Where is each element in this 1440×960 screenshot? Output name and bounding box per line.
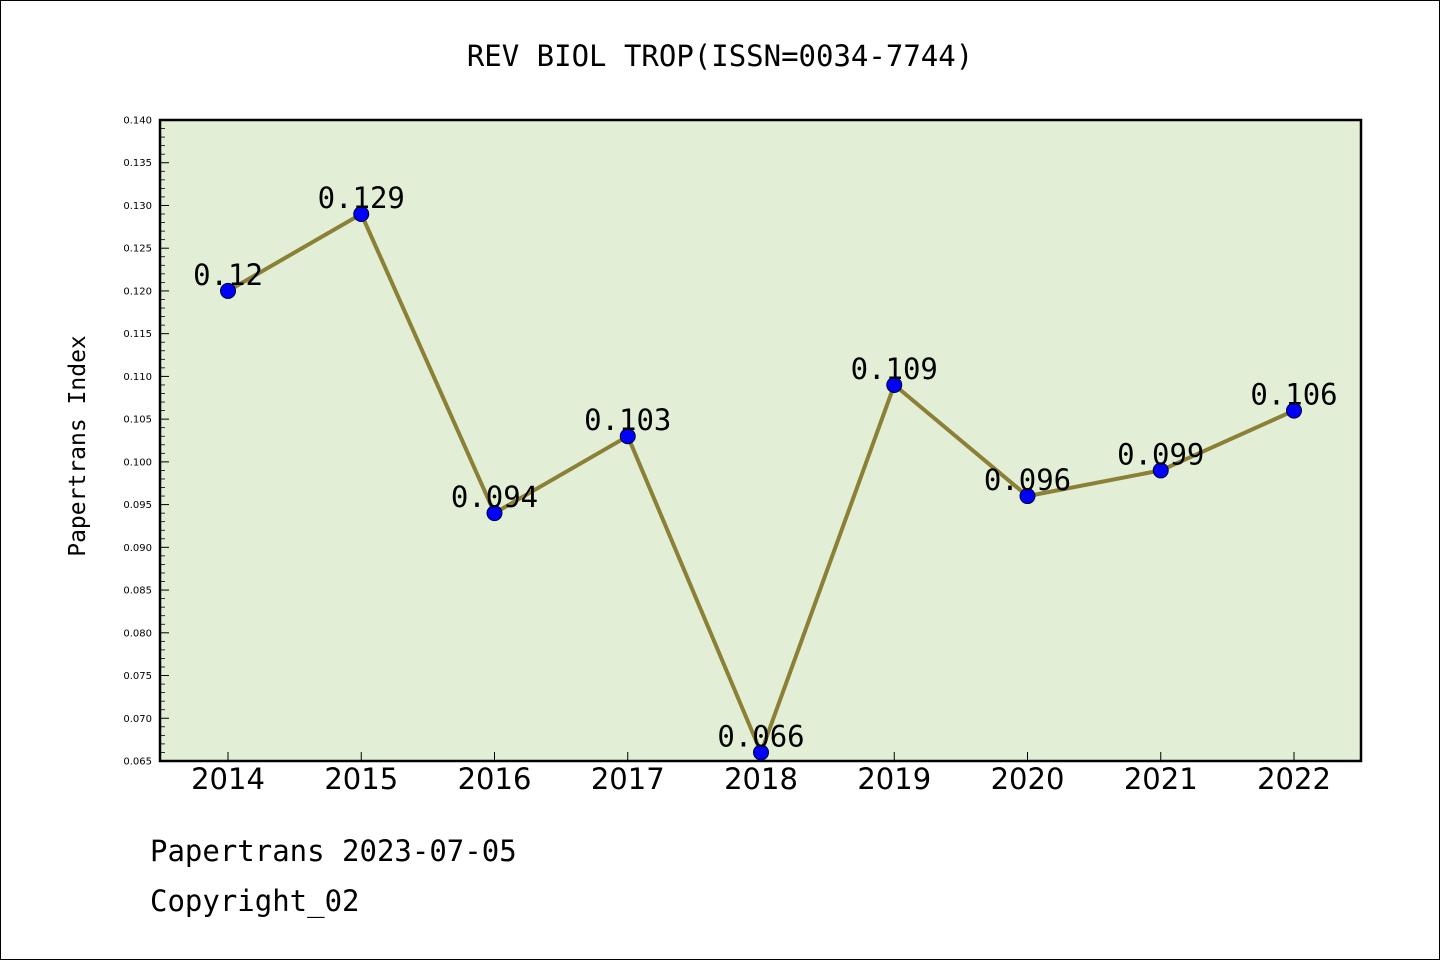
data-label: 0.129 <box>318 181 405 215</box>
plot-area <box>160 120 1361 761</box>
data-point <box>1152 462 1169 479</box>
data-label: 0.096 <box>984 463 1071 497</box>
data-point <box>486 505 503 522</box>
plot-border <box>158 118 1363 763</box>
y-tick-label: 0.135 <box>123 158 152 169</box>
y-tick-label: 0.105 <box>123 415 152 426</box>
y-tick-label: 0.130 <box>123 201 152 212</box>
data-point <box>353 206 370 223</box>
data-point <box>619 428 636 445</box>
data-label: 0.12 <box>193 258 263 292</box>
data-label: 0.066 <box>717 719 804 753</box>
x-tick-label: 2015 <box>324 762 398 796</box>
y-tick-label: 0.115 <box>123 329 152 340</box>
data-point <box>1019 488 1036 505</box>
data-label: 0.094 <box>451 480 538 514</box>
footer-date: Papertrans 2023-07-05 <box>150 834 517 868</box>
series-layer <box>220 206 1302 761</box>
y-tick-label: 0.100 <box>123 457 152 468</box>
y-tick-label: 0.120 <box>123 286 152 297</box>
data-point <box>1286 402 1302 419</box>
data-label-layer: 0.12 0.129 0.094 0.103 0.066 0.109 0.096 0.099 0… <box>193 181 1338 753</box>
y-tick-label: 0.080 <box>123 628 152 639</box>
y-tick-label: 0.070 <box>123 714 152 725</box>
x-axis: 2014 2015 2016 2017 2018 2019 2020 2021 2022 <box>191 752 1331 796</box>
y-tick-label: 0.125 <box>123 244 152 255</box>
x-tick-label: 2022 <box>1257 762 1331 796</box>
x-tick-label: 2020 <box>991 762 1065 796</box>
data-label: 0.103 <box>584 403 671 437</box>
y-tick-label: 0.090 <box>123 543 152 554</box>
x-tick-label: 2017 <box>591 762 665 796</box>
data-label: 0.106 <box>1250 378 1337 412</box>
x-tick-label: 2014 <box>191 762 265 796</box>
y-tick-label: 0.065 <box>123 757 152 768</box>
y-axis: 0.065 0.070 0.075 0.080 0.085 0.090 0.095 0.100… <box>123 116 169 768</box>
y-tick-label: 0.085 <box>123 586 152 597</box>
x-tick-label: 2018 <box>724 762 798 796</box>
data-point <box>886 376 903 393</box>
y-axis-label: Papertrans Index <box>65 335 91 557</box>
data-label: 0.109 <box>851 352 938 386</box>
chart-title: REV BIOL TROP(ISSN=0034-7744) <box>467 39 973 73</box>
x-tick-label: 2021 <box>1124 762 1198 796</box>
y-tick-label: 0.095 <box>123 500 152 511</box>
y-tick-label: 0.075 <box>123 671 152 682</box>
data-point <box>220 282 236 299</box>
y-tick-label: 0.140 <box>123 116 152 127</box>
x-tick-label: 2019 <box>857 762 931 796</box>
y-tick-label: 0.110 <box>123 372 152 383</box>
data-label: 0.099 <box>1117 437 1204 471</box>
footer-copyright: Copyright_02 <box>150 884 360 918</box>
x-tick-label: 2016 <box>458 762 532 796</box>
